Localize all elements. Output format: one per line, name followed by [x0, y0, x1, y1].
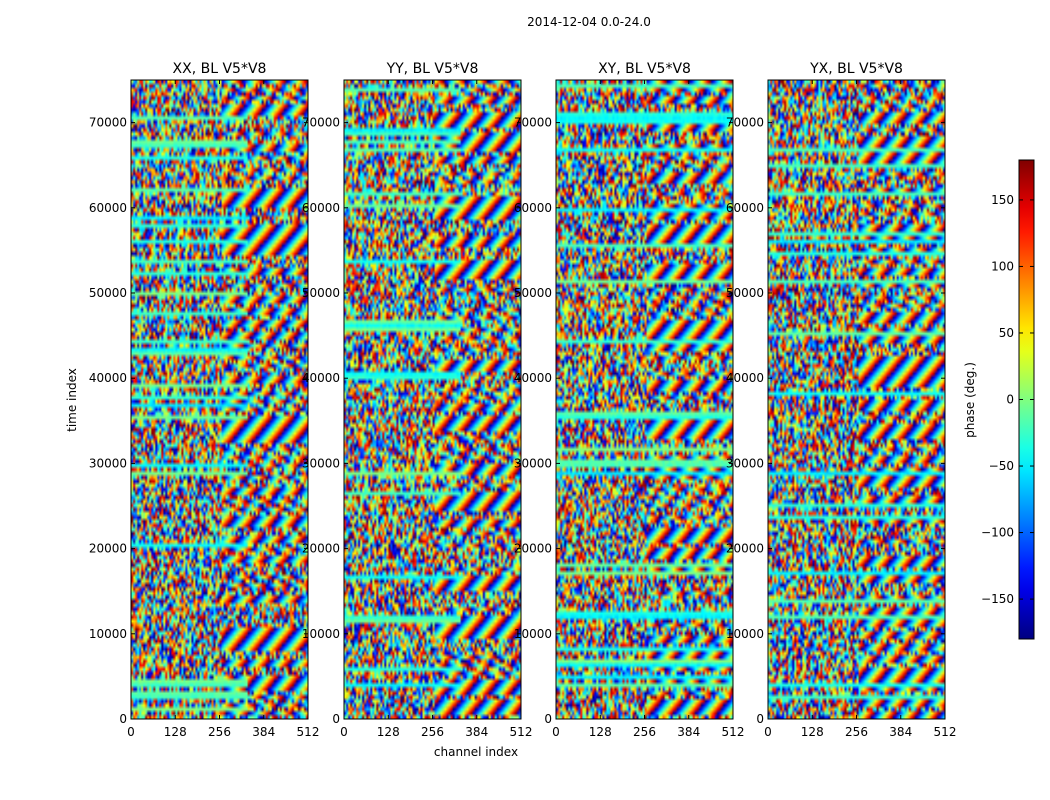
xtick-label: 128	[377, 725, 400, 739]
phase-image-2	[556, 80, 733, 719]
ytick-label: 50000	[514, 286, 552, 300]
ytick-label: 0	[119, 712, 127, 726]
phase-image-3	[768, 80, 945, 719]
xtick-label: 256	[421, 725, 444, 739]
ytick-label: 40000	[89, 371, 127, 385]
panel-title-1: YY, BL V5*V8	[386, 61, 479, 77]
xtick-label: 384	[677, 725, 700, 739]
panel-1: YY, BL V5*V8 0 128 256 384 512 0 10000 20000 3000…	[302, 61, 533, 739]
xtick-label: 128	[164, 725, 187, 739]
panel-title-3: YX, BL V5*V8	[809, 61, 903, 77]
xtick-label: 256	[845, 725, 868, 739]
ytick-label: 70000	[726, 116, 764, 130]
ytick-label: 30000	[89, 456, 127, 470]
phase-image-1	[344, 80, 521, 719]
xtick-label: 512	[510, 725, 533, 739]
colorbar-tick-label: −50	[989, 459, 1014, 473]
ytick-label: 20000	[514, 542, 552, 556]
ytick-label: 50000	[302, 286, 340, 300]
panel-0: XX, BL V5*V8 0 128 256 384 512 0 10000 20000 3000…	[89, 61, 320, 739]
ytick-label: 70000	[302, 116, 340, 130]
colorbar-label: phase (deg.)	[963, 362, 977, 438]
xtick-label: 512	[722, 725, 745, 739]
xtick-label: 0	[340, 725, 348, 739]
xtick-label: 256	[208, 725, 231, 739]
xtick-label: 384	[889, 725, 912, 739]
xtick-label: 0	[127, 725, 135, 739]
colorbar: −150 −100 −50 0 50 100 150	[981, 159, 1035, 640]
colorbar-tick-label: 0	[1006, 393, 1014, 407]
ytick-label: 30000	[514, 456, 552, 470]
ytick-label: 10000	[726, 627, 764, 641]
ytick-label: 0	[756, 712, 764, 726]
ytick-label: 70000	[89, 116, 127, 130]
x-axis-label: channel index	[434, 745, 518, 759]
ytick-label: 0	[544, 712, 552, 726]
ytick-label: 30000	[302, 456, 340, 470]
ytick-label: 10000	[89, 627, 127, 641]
xtick-label: 0	[552, 725, 560, 739]
phase-image-0	[131, 80, 308, 719]
colorbar-tick-label: 100	[991, 259, 1014, 273]
colorbar-tick-label: −100	[981, 526, 1014, 540]
ytick-label: 0	[332, 712, 340, 726]
xtick-label: 256	[633, 725, 656, 739]
xtick-label: 512	[297, 725, 320, 739]
figure-suptitle: 2014-12-04 0.0-24.0	[527, 15, 651, 29]
ytick-label: 60000	[514, 201, 552, 215]
panels-group: XX, BL V5*V8 0 128 256 384 512 0 10000 20000 3000…	[89, 61, 957, 739]
ytick-label: 40000	[726, 371, 764, 385]
panel-title-0: XX, BL V5*V8	[173, 61, 267, 77]
ytick-label: 50000	[89, 286, 127, 300]
xtick-label: 384	[252, 725, 275, 739]
panel-2: XY, BL V5*V8 0 128 256 384 512 0 10000 20000 3000…	[514, 61, 745, 739]
xtick-label: 128	[589, 725, 612, 739]
panel-title-2: XY, BL V5*V8	[598, 61, 691, 77]
ytick-label: 20000	[89, 542, 127, 556]
ytick-label: 20000	[726, 542, 764, 556]
ytick-label: 60000	[302, 201, 340, 215]
xtick-label: 384	[465, 725, 488, 739]
xtick-label: 128	[801, 725, 824, 739]
ytick-label: 40000	[514, 371, 552, 385]
ytick-label: 10000	[514, 627, 552, 641]
panel-3: YX, BL V5*V8 0 128 256 384 512 0 10000 20000 3000…	[726, 61, 957, 739]
ytick-label: 10000	[302, 627, 340, 641]
ytick-label: 70000	[514, 116, 552, 130]
xtick-label: 512	[934, 725, 957, 739]
ytick-label: 50000	[726, 286, 764, 300]
ytick-label: 40000	[302, 371, 340, 385]
y-axis-label: time index	[65, 368, 79, 432]
xtick-label: 0	[764, 725, 772, 739]
colorbar-tick-label: 150	[991, 193, 1014, 207]
ytick-label: 60000	[89, 201, 127, 215]
ytick-label: 20000	[302, 542, 340, 556]
colorbar-tick-label: 50	[999, 326, 1014, 340]
ytick-label: 30000	[726, 456, 764, 470]
colorbar-tick-label: −150	[981, 592, 1014, 606]
ytick-label: 60000	[726, 201, 764, 215]
